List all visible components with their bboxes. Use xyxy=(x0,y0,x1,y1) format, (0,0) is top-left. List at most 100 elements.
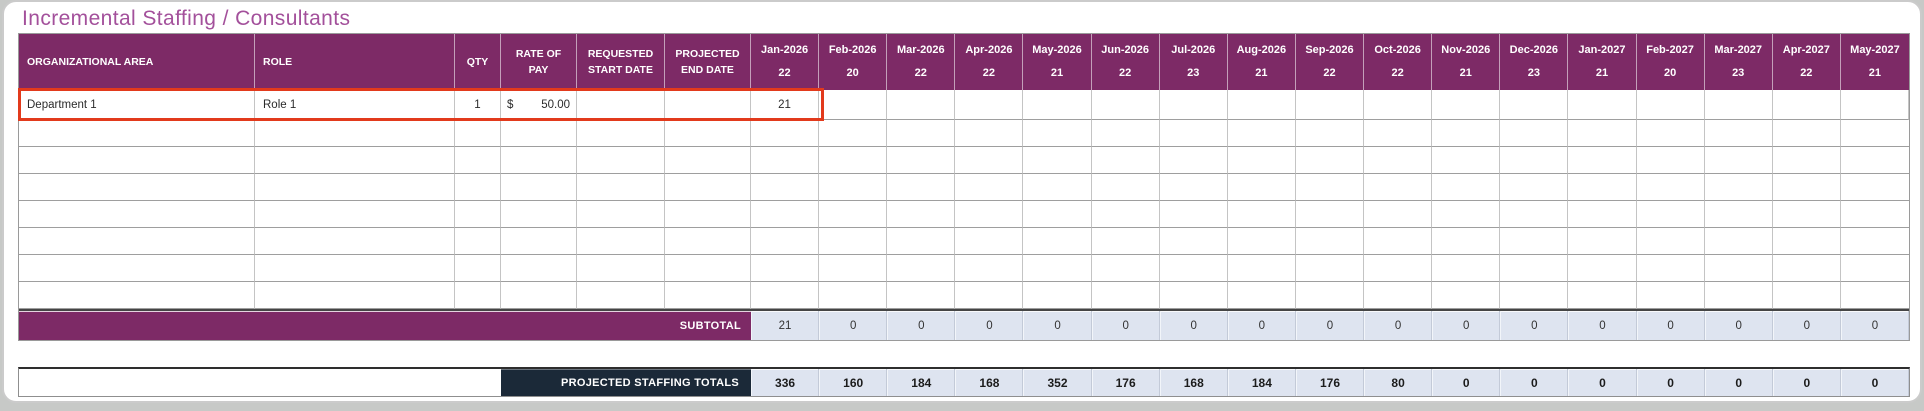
cell-month-aug-2026[interactable] xyxy=(1227,174,1296,201)
cell-month-may-2027[interactable] xyxy=(1840,120,1909,147)
subtotal-value-mar-2027[interactable]: 0 xyxy=(1704,311,1773,340)
cell-rate-of-pay[interactable] xyxy=(501,201,577,228)
cell-organizational-area[interactable]: Department 1 xyxy=(19,90,255,120)
cell-month-feb-2026[interactable] xyxy=(819,174,888,201)
cell-month-mar-2027[interactable] xyxy=(1704,120,1773,147)
cell-month-aug-2026[interactable] xyxy=(1227,282,1296,309)
cell-month-jul-2026[interactable] xyxy=(1159,201,1228,228)
subtotal-value-apr-2026[interactable]: 0 xyxy=(955,311,1024,340)
cell-month-mar-2026[interactable] xyxy=(887,120,956,147)
cell-projected-end-date[interactable] xyxy=(665,147,751,174)
total-value-may-2026[interactable]: 352 xyxy=(1023,369,1092,396)
cell-month-jul-2026[interactable] xyxy=(1159,255,1228,282)
cell-month-jan-2026[interactable] xyxy=(751,174,820,201)
subtotal-value-feb-2026[interactable]: 0 xyxy=(819,311,888,340)
cell-month-jan-2027[interactable] xyxy=(1568,90,1637,120)
cell-month-mar-2026[interactable] xyxy=(887,282,956,309)
total-value-apr-2027[interactable]: 0 xyxy=(1772,369,1841,396)
cell-month-feb-2026[interactable] xyxy=(819,228,888,255)
cell-month-oct-2026[interactable] xyxy=(1364,147,1433,174)
cell-month-jan-2027[interactable] xyxy=(1568,228,1637,255)
cell-month-apr-2026[interactable] xyxy=(955,120,1024,147)
cell-month-jun-2026[interactable] xyxy=(1091,228,1160,255)
cell-month-mar-2026[interactable] xyxy=(887,255,956,282)
cell-role[interactable] xyxy=(255,174,455,201)
cell-month-nov-2026[interactable] xyxy=(1432,201,1501,228)
cell-role[interactable] xyxy=(255,120,455,147)
cell-projected-end-date[interactable] xyxy=(665,174,751,201)
cell-month-jun-2026[interactable] xyxy=(1091,255,1160,282)
total-value-oct-2026[interactable]: 80 xyxy=(1364,369,1433,396)
cell-month-jun-2026[interactable] xyxy=(1091,120,1160,147)
cell-requested-start-date[interactable] xyxy=(577,201,665,228)
cell-month-oct-2026[interactable] xyxy=(1364,228,1433,255)
total-value-dec-2026[interactable]: 0 xyxy=(1500,369,1569,396)
cell-month-oct-2026[interactable] xyxy=(1364,174,1433,201)
cell-month-apr-2026[interactable] xyxy=(955,174,1024,201)
cell-projected-end-date[interactable] xyxy=(665,90,751,120)
cell-projected-end-date[interactable] xyxy=(665,201,751,228)
cell-month-may-2027[interactable] xyxy=(1840,174,1909,201)
cell-month-apr-2026[interactable] xyxy=(955,201,1024,228)
subtotal-value-may-2027[interactable]: 0 xyxy=(1840,311,1909,340)
cell-month-apr-2026[interactable] xyxy=(955,228,1024,255)
cell-qty[interactable] xyxy=(455,174,501,201)
cell-month-jan-2026[interactable]: 21 xyxy=(751,90,820,120)
cell-organizational-area[interactable] xyxy=(19,282,255,309)
cell-month-dec-2026[interactable] xyxy=(1500,228,1569,255)
subtotal-value-may-2026[interactable]: 0 xyxy=(1023,311,1092,340)
cell-rate-of-pay[interactable] xyxy=(501,120,577,147)
cell-month-may-2027[interactable] xyxy=(1840,90,1909,120)
cell-organizational-area[interactable] xyxy=(19,201,255,228)
cell-month-dec-2026[interactable] xyxy=(1500,90,1569,120)
cell-month-aug-2026[interactable] xyxy=(1227,147,1296,174)
subtotal-value-oct-2026[interactable]: 0 xyxy=(1364,311,1433,340)
cell-month-dec-2026[interactable] xyxy=(1500,282,1569,309)
cell-month-jan-2026[interactable] xyxy=(751,201,820,228)
cell-role[interactable] xyxy=(255,228,455,255)
cell-rate-of-pay[interactable] xyxy=(501,147,577,174)
subtotal-value-feb-2027[interactable]: 0 xyxy=(1636,311,1705,340)
cell-month-jan-2027[interactable] xyxy=(1568,255,1637,282)
cell-month-jul-2026[interactable] xyxy=(1159,228,1228,255)
subtotal-value-aug-2026[interactable]: 0 xyxy=(1227,311,1296,340)
cell-month-feb-2026[interactable] xyxy=(819,147,888,174)
cell-month-sep-2026[interactable] xyxy=(1295,282,1365,309)
cell-month-jan-2026[interactable] xyxy=(751,228,820,255)
cell-month-feb-2026[interactable] xyxy=(819,90,888,120)
cell-month-dec-2026[interactable] xyxy=(1500,255,1569,282)
cell-month-mar-2026[interactable] xyxy=(887,174,956,201)
subtotal-value-nov-2026[interactable]: 0 xyxy=(1432,311,1501,340)
cell-month-jan-2027[interactable] xyxy=(1568,282,1637,309)
cell-month-jan-2026[interactable] xyxy=(751,120,820,147)
cell-month-dec-2026[interactable] xyxy=(1500,147,1569,174)
cell-month-feb-2027[interactable] xyxy=(1636,174,1705,201)
cell-month-jan-2027[interactable] xyxy=(1568,201,1637,228)
total-value-sep-2026[interactable]: 176 xyxy=(1295,369,1365,396)
cell-requested-start-date[interactable] xyxy=(577,120,665,147)
cell-month-apr-2026[interactable] xyxy=(955,282,1024,309)
cell-month-sep-2026[interactable] xyxy=(1295,174,1365,201)
cell-month-oct-2026[interactable] xyxy=(1364,120,1433,147)
cell-month-apr-2027[interactable] xyxy=(1772,120,1841,147)
cell-month-feb-2027[interactable] xyxy=(1636,282,1705,309)
subtotal-value-mar-2026[interactable]: 0 xyxy=(887,311,956,340)
cell-month-jan-2027[interactable] xyxy=(1568,147,1637,174)
cell-month-apr-2027[interactable] xyxy=(1772,174,1841,201)
cell-month-apr-2026[interactable] xyxy=(955,147,1024,174)
cell-month-feb-2027[interactable] xyxy=(1636,147,1705,174)
cell-rate-of-pay[interactable] xyxy=(501,228,577,255)
cell-role[interactable] xyxy=(255,147,455,174)
total-value-jun-2026[interactable]: 176 xyxy=(1091,369,1160,396)
cell-month-aug-2026[interactable] xyxy=(1227,120,1296,147)
cell-month-sep-2026[interactable] xyxy=(1295,120,1365,147)
cell-month-may-2026[interactable] xyxy=(1023,90,1092,120)
cell-month-mar-2027[interactable] xyxy=(1704,147,1773,174)
cell-month-oct-2026[interactable] xyxy=(1364,201,1433,228)
cell-month-jul-2026[interactable] xyxy=(1159,147,1228,174)
cell-month-jun-2026[interactable] xyxy=(1091,282,1160,309)
cell-month-feb-2027[interactable] xyxy=(1636,255,1705,282)
cell-month-jan-2027[interactable] xyxy=(1568,120,1637,147)
cell-month-sep-2026[interactable] xyxy=(1295,255,1365,282)
total-value-mar-2027[interactable]: 0 xyxy=(1704,369,1773,396)
